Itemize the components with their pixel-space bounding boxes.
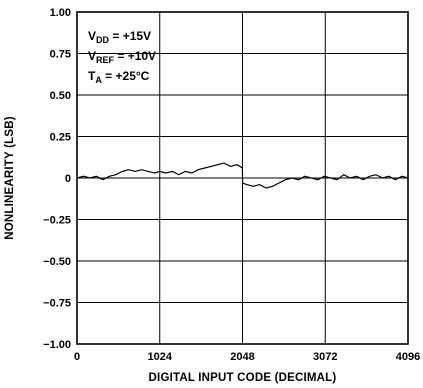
y-tick-labels: 1.00 0.75 0.50 0.25 0 −0.25 −0.50 −0.75 −1.00 — [43, 7, 71, 351]
y-tick-label: 0 — [65, 173, 71, 185]
x-tick-label: 3072 — [313, 351, 337, 363]
y-tick-label: 0.25 — [50, 132, 71, 144]
y-tick-label: 0.50 — [50, 90, 71, 102]
x-tick-label: 0 — [74, 351, 80, 363]
condition-line: TA = +25°C — [88, 69, 150, 85]
y-tick-label: −1.00 — [43, 339, 71, 351]
y-tick-label: −0.75 — [43, 298, 71, 310]
series-line-nonlinearity — [76, 162, 409, 189]
test-conditions: VDD = +15V VREF = +10V TA = +25°C — [88, 29, 156, 85]
y-tick-label: −0.50 — [43, 256, 71, 268]
y-axis-label: NONLINEARITY (LSB) — [4, 116, 16, 240]
y-tick-label: 1.00 — [50, 7, 71, 19]
x-tick-label: 4096 — [396, 351, 420, 363]
y-tick-label: 0.75 — [50, 49, 71, 61]
x-tick-labels: 0 1024 2048 3072 4096 — [74, 351, 420, 363]
x-tick-label: 2048 — [230, 351, 254, 363]
y-tick-label: −0.25 — [43, 215, 71, 227]
condition-line: VREF = +10V — [88, 49, 156, 65]
condition-line: VDD = +15V — [88, 29, 151, 45]
x-tick-label: 1024 — [148, 351, 173, 363]
x-axis-label: DIGITAL INPUT CODE (DECIMAL) — [149, 372, 337, 384]
